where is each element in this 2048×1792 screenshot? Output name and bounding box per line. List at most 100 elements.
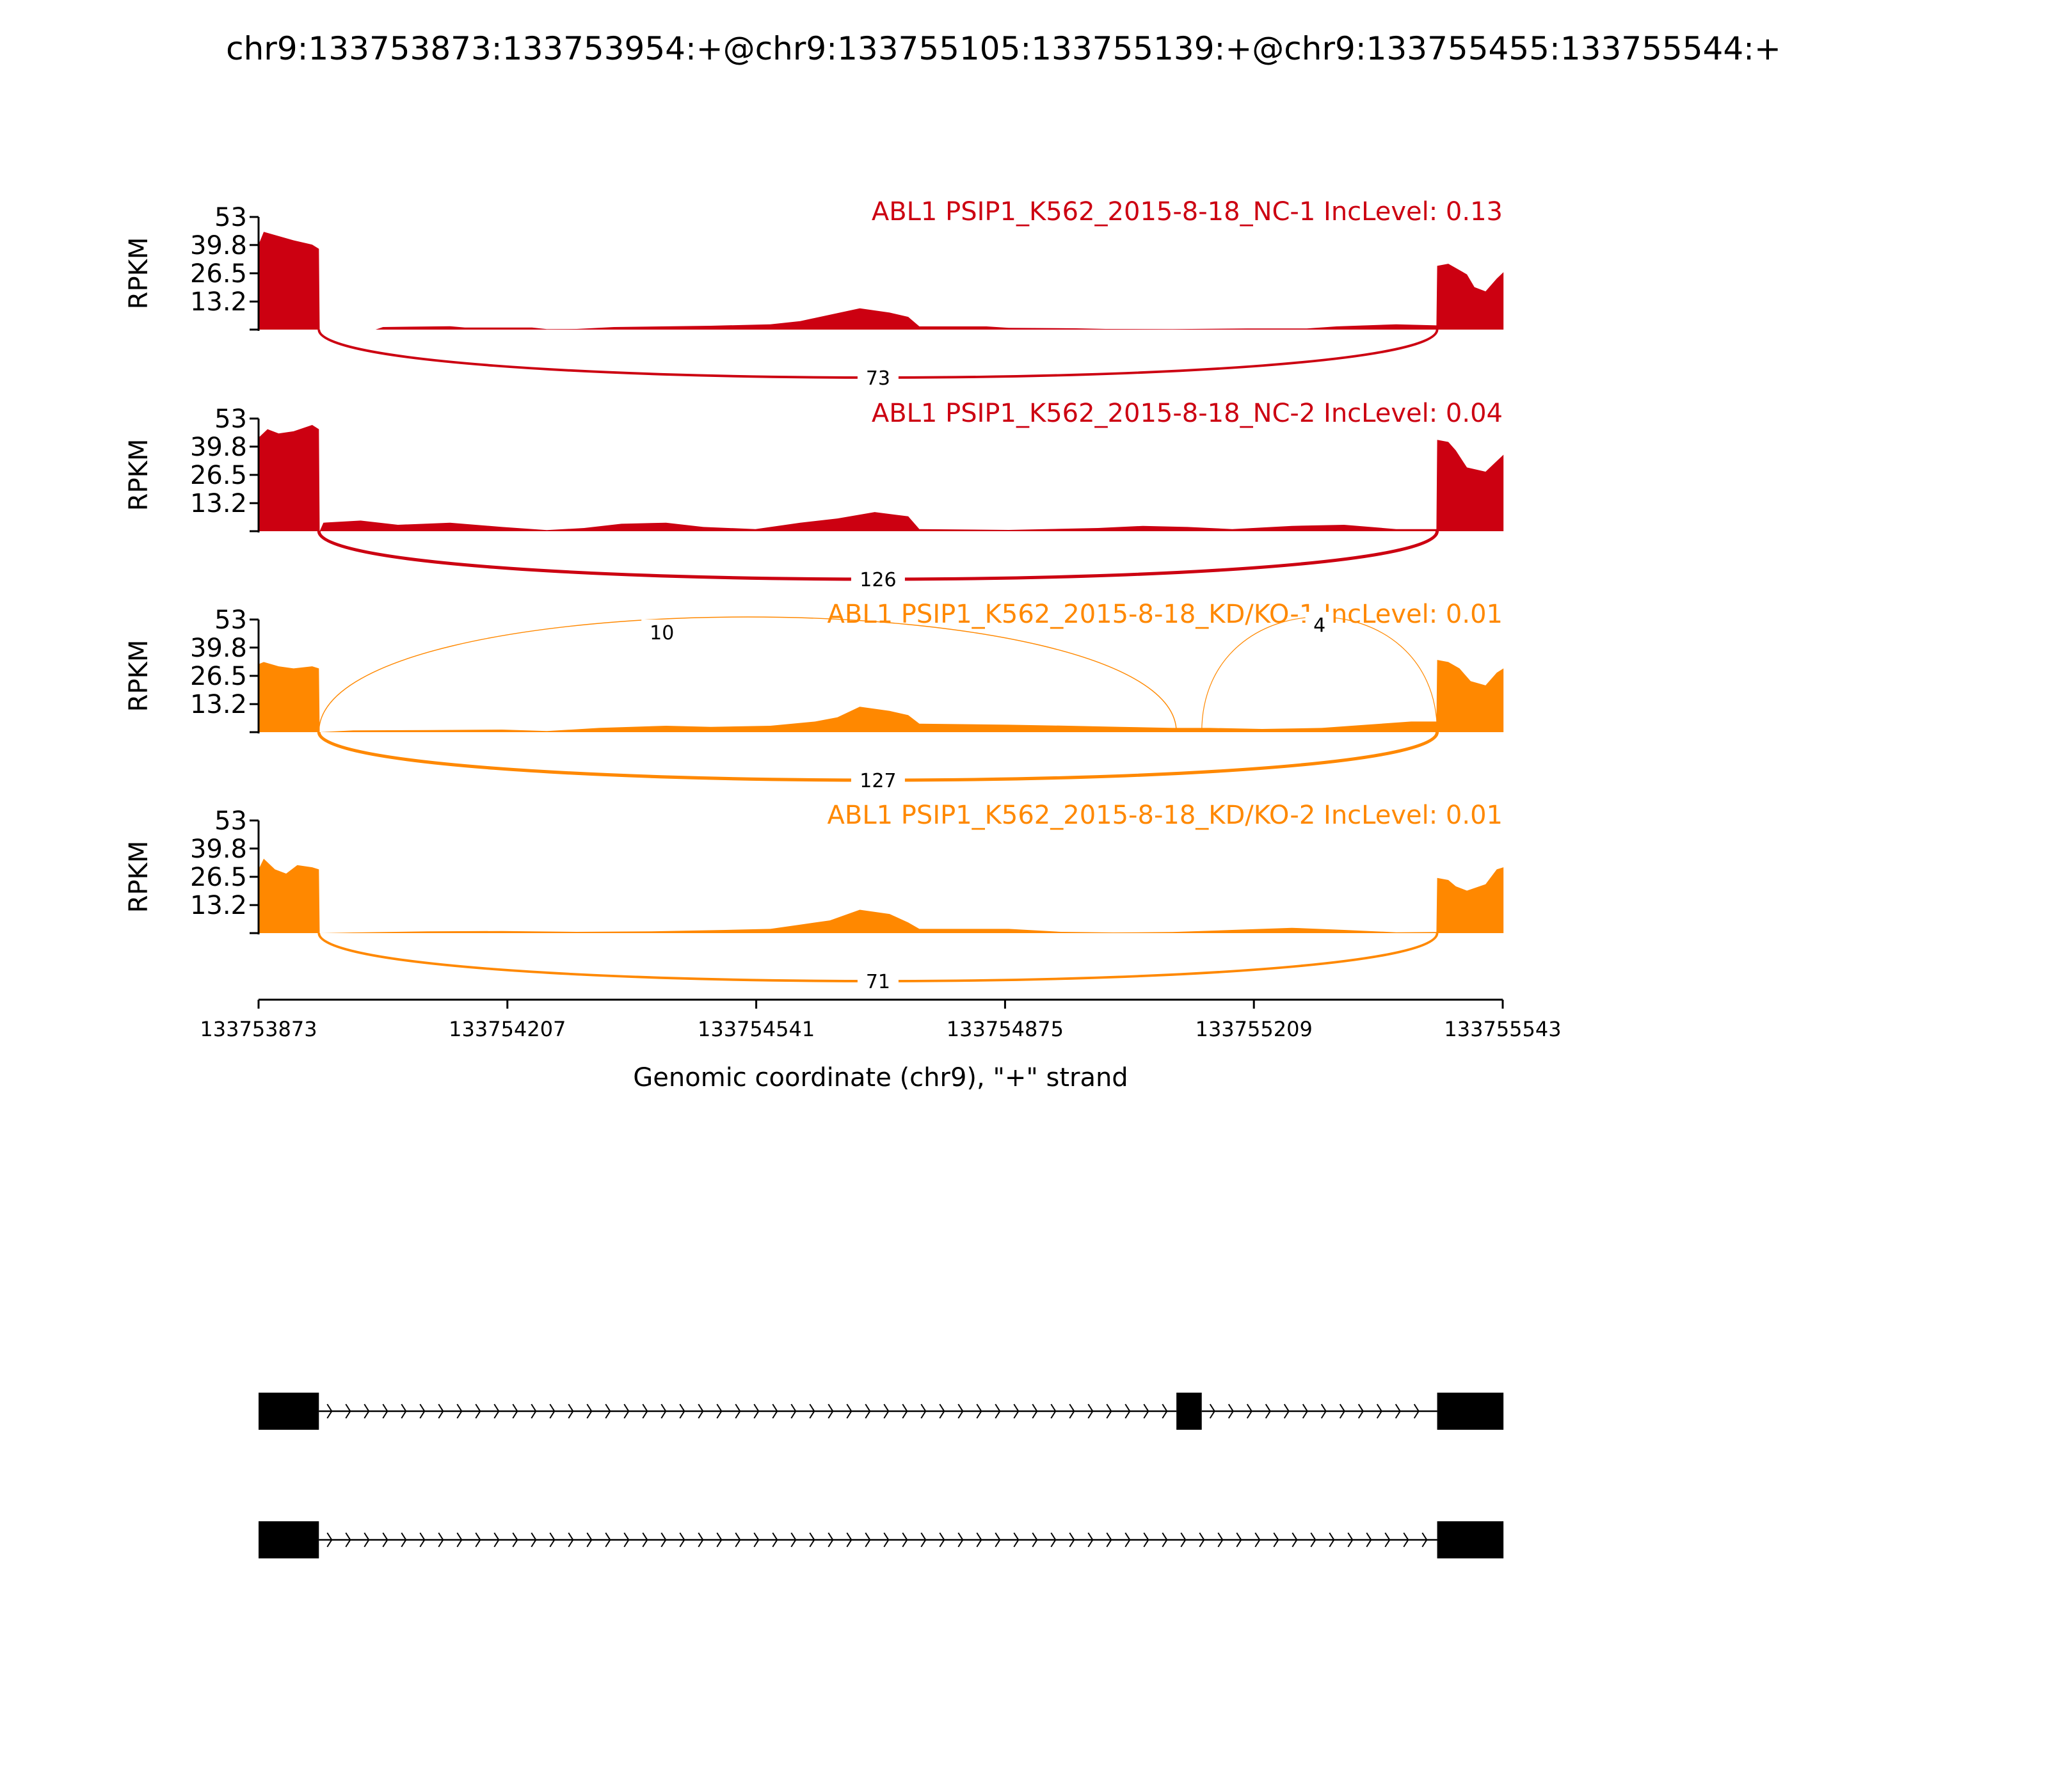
y-tick-label: 39.8	[190, 231, 247, 260]
coverage-panel: 13.226.539.853 RPKM ABL1 PSIP1_K562_2015-8…	[124, 197, 1504, 390]
strand-arrow	[1413, 1404, 1420, 1419]
panel-title: ABL1 PSIP1_K562_2015-8-18_NC-1 IncLevel:…	[872, 197, 1503, 227]
panel-title: ABL1 PSIP1_K562_2015-8-18_NC-2 IncLevel:…	[872, 399, 1503, 428]
isoform-structure	[259, 1521, 1504, 1558]
strand-arrow	[1403, 1532, 1409, 1548]
y-tick-label: 53	[214, 605, 247, 635]
strand-arrow	[623, 1532, 630, 1548]
junction-label-bg	[857, 365, 899, 390]
strand-arrow	[345, 1532, 351, 1548]
strand-arrow	[419, 1404, 426, 1419]
strand-arrow	[865, 1532, 871, 1548]
strand-arrow	[939, 1532, 945, 1548]
x-axis: 133753873 133754207 133754541 133754875 1337…	[200, 998, 1562, 1041]
strand-arrow	[419, 1532, 426, 1548]
x-tick-label: 133754875	[947, 1017, 1064, 1041]
strand-arrow	[438, 1404, 444, 1419]
strand-arrow	[883, 1404, 890, 1419]
strand-arrow	[939, 1404, 945, 1419]
y-axis-label: RPKM	[124, 841, 154, 913]
strand-arrow	[1069, 1532, 1075, 1548]
strand-arrow	[401, 1532, 407, 1548]
exon-block	[1437, 1521, 1504, 1558]
coverage-area	[259, 660, 1504, 732]
strand-arrow	[716, 1404, 723, 1419]
strand-arrow	[623, 1404, 630, 1419]
strand-arrow	[809, 1532, 815, 1548]
strand-arrow	[456, 1532, 463, 1548]
strand-arrow	[1246, 1404, 1252, 1419]
exon-block	[259, 1393, 319, 1430]
strand-arrow	[1273, 1532, 1279, 1548]
strand-arrow	[1320, 1404, 1327, 1419]
strand-arrow	[493, 1532, 500, 1548]
strand-arrow	[1265, 1404, 1271, 1419]
strand-arrow	[1143, 1404, 1149, 1419]
strand-arrow	[1236, 1532, 1242, 1548]
strand-arrow	[828, 1404, 834, 1419]
y-tick-label: 13.2	[190, 690, 247, 719]
coverage-area	[259, 858, 1504, 933]
strand-arrow	[531, 1532, 537, 1548]
y-tick-label: 53	[214, 203, 247, 232]
strand-arrow	[605, 1532, 611, 1548]
strand-arrow	[1376, 1404, 1382, 1419]
junction-arc	[318, 616, 1177, 733]
strand-arrow	[568, 1404, 574, 1419]
strand-arrow	[660, 1532, 667, 1548]
strand-arrow	[902, 1404, 908, 1419]
strand-arrow	[512, 1404, 518, 1419]
strand-arrow	[920, 1532, 927, 1548]
strand-arrow	[475, 1532, 481, 1548]
strand-arrow	[976, 1404, 982, 1419]
strand-arrow	[1069, 1404, 1075, 1419]
y-tick-label: 13.2	[190, 489, 247, 518]
strand-arrow	[809, 1404, 815, 1419]
exon-block	[1176, 1393, 1202, 1430]
y-tick-label: 39.8	[190, 634, 247, 663]
strand-arrow	[1162, 1532, 1168, 1548]
strand-arrow	[753, 1532, 760, 1548]
coverage-panel: 13.226.539.853 RPKM ABL1 PSIP1_K562_2015-8…	[124, 801, 1504, 994]
y-tick-label: 13.2	[190, 287, 247, 317]
strand-arrow	[698, 1404, 704, 1419]
strand-arrow	[605, 1404, 611, 1419]
strand-arrow	[549, 1532, 556, 1548]
coverage-panel: 13.226.539.853 RPKM ABL1 PSIP1_K562_2015-8…	[124, 399, 1504, 592]
y-axis-label: RPKM	[124, 439, 154, 511]
strand-arrow	[642, 1404, 648, 1419]
x-axis-label: Genomic coordinate (chr9), "+" strand	[633, 1063, 1128, 1092]
strand-arrow	[1347, 1532, 1354, 1548]
strand-arrow	[1283, 1404, 1290, 1419]
junction-label-bg	[857, 968, 899, 994]
strand-arrow	[698, 1532, 704, 1548]
strand-arrow	[828, 1532, 834, 1548]
strand-arrow	[382, 1404, 388, 1419]
strand-arrow	[382, 1532, 388, 1548]
strand-arrow	[995, 1404, 1001, 1419]
strand-arrow	[1013, 1404, 1020, 1419]
strand-arrow	[1032, 1532, 1038, 1548]
junction-count: 71	[866, 971, 890, 993]
junction-count: 126	[860, 569, 896, 591]
y-tick-label: 39.8	[190, 835, 247, 864]
coverage-area	[259, 232, 1504, 330]
exon-block	[1437, 1393, 1504, 1430]
strand-arrow	[1013, 1532, 1020, 1548]
strand-arrow	[846, 1532, 852, 1548]
y-tick-label: 53	[214, 806, 247, 836]
coverage-panel: 13.226.539.853 RPKM ABL1 PSIP1_K562_2015-8…	[124, 600, 1504, 793]
strand-arrow	[586, 1404, 593, 1419]
y-tick-label: 26.5	[190, 863, 247, 892]
panel-title: ABL1 PSIP1_K562_2015-8-18_KD/KO-1 IncLev…	[828, 600, 1503, 629]
y-tick-label: 53	[214, 404, 247, 434]
strand-arrow	[512, 1532, 518, 1548]
y-tick-label: 26.5	[190, 662, 247, 691]
strand-arrow	[1421, 1532, 1428, 1548]
strand-arrow	[1087, 1532, 1094, 1548]
y-axis-label: RPKM	[124, 237, 154, 310]
junction-count: 73	[866, 367, 890, 390]
figure-title: chr9:133753873:133753954:+@chr9:13375510…	[226, 30, 1781, 67]
